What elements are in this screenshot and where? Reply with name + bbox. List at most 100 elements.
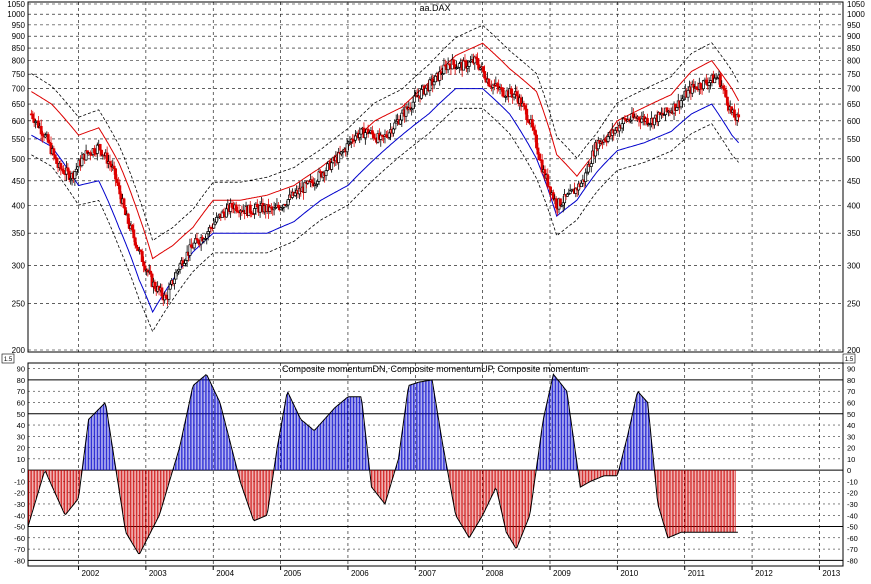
price-tick-label-right: 1000 (847, 10, 865, 19)
candle-body (579, 182, 583, 187)
price-tick-label-right: 800 (847, 57, 861, 66)
candle-body (359, 128, 363, 135)
price-tick-label-left: 750 (12, 70, 26, 79)
price-tick-label-right: 450 (847, 177, 861, 186)
candle-body (76, 166, 80, 170)
momentum-y-axis-right: 90 80 70 60 50 40 30 20 10 0 -10 -20 -30 -40 -50 -60 -70… (847, 365, 858, 566)
candle-body (372, 133, 376, 139)
candle-body (467, 61, 471, 67)
x-axis: 2002 2003 2004 2005 2006 2007 2008 2009 2010 2011… (28, 565, 843, 578)
price-panel: 200 250 300 350 400 450 500 550 600 650 700 750 800 8… (1, 0, 865, 364)
candle-body (558, 198, 562, 207)
momentum-tick-label-right: 90 (847, 365, 855, 374)
price-tick-label-left: 300 (12, 261, 26, 270)
momentum-tick-label-right: -70 (847, 545, 858, 554)
candle-body (303, 181, 307, 193)
price-tick-label-left: 250 (12, 299, 26, 308)
price-grid (28, 2, 843, 352)
candle-body (80, 157, 84, 167)
candle-body (132, 229, 136, 239)
candle-body (184, 260, 188, 264)
candle-body (55, 157, 59, 164)
candle-body (196, 239, 200, 244)
price-tick-label-right: 250 (847, 299, 861, 308)
candle-body (686, 89, 690, 98)
candle-body (525, 108, 529, 120)
candle-body (551, 192, 555, 200)
price-tick-label-left: 650 (12, 100, 26, 109)
candle-body (345, 143, 349, 153)
candle-body (530, 119, 534, 128)
momentum-tick-label-left: -50 (14, 523, 25, 532)
momentum-tick-label-left: 0 (21, 466, 25, 475)
price-title: aa.DAX (419, 3, 450, 13)
candle-body (53, 154, 57, 159)
candle-body (168, 283, 172, 290)
upper-band-line (31, 42, 740, 260)
price-tick-label-right: 550 (847, 135, 861, 144)
price-corner-box-left (1, 353, 15, 364)
price-tick-label-left: 550 (12, 135, 26, 144)
candle-body (523, 105, 527, 110)
candle-body (62, 170, 66, 174)
candle-body (140, 251, 144, 263)
momentum-y-axis-left: 90 80 70 60 50 40 30 20 10 0 -10 -20 -30 -40 -50 -60 -70… (14, 365, 25, 566)
candle-body (509, 88, 513, 95)
candle-body (358, 133, 362, 138)
candle-body (164, 294, 168, 299)
candle-body (432, 81, 436, 86)
candle-body (66, 167, 70, 172)
momentum-tick-label-left: -30 (14, 500, 25, 509)
candle-body (253, 208, 256, 215)
price-bands (31, 24, 740, 333)
momentum-tick-label-right: -80 (847, 556, 858, 565)
candle-body (173, 278, 176, 285)
momentum-tick-label-right: 50 (847, 410, 855, 419)
candle-body (457, 63, 461, 68)
candle-body (112, 165, 116, 170)
price-panel-frame (27, 1, 844, 353)
candle-body (74, 168, 78, 173)
momentum-tick-label-left: -10 (14, 477, 25, 486)
candle-body (606, 136, 610, 142)
candle-body (326, 163, 329, 171)
candle-body (452, 59, 456, 66)
candle-body (481, 66, 485, 72)
candle-body (192, 242, 196, 249)
candle-body (286, 199, 290, 206)
candle-body (354, 135, 357, 141)
momentum-tick-label-right: 40 (847, 421, 855, 430)
price-tick-label-right: 1050 (847, 0, 865, 9)
candle-body (483, 71, 487, 79)
x-tick-label: 2010 (620, 569, 638, 578)
candle-body (114, 168, 118, 180)
candle-body (387, 132, 391, 138)
price-tick-label-right: 650 (847, 100, 861, 109)
candle-body (212, 223, 216, 229)
candle-body (398, 119, 402, 125)
momentum-tick-label-right: -10 (847, 477, 858, 486)
candle-body (142, 261, 146, 267)
candle-body (248, 204, 252, 214)
candle-body (230, 203, 234, 208)
candle-body (258, 205, 262, 213)
candle-body (487, 78, 491, 87)
candle-body (420, 89, 423, 99)
x-tick-label: 2005 (284, 569, 302, 578)
candle-body (554, 198, 558, 209)
x-tick-label: 2008 (486, 569, 504, 578)
candle-body (224, 208, 228, 218)
candle-body (133, 237, 137, 246)
price-corner-box-right (842, 353, 856, 364)
candle-body (724, 89, 728, 98)
candle-body (428, 79, 432, 92)
candle-body (73, 171, 77, 179)
candle-body (255, 203, 259, 208)
candle-body (536, 147, 540, 155)
candle-body (640, 118, 644, 123)
candle-body (215, 216, 219, 223)
momentum-tick-label-left: -60 (14, 534, 25, 543)
momentum-tick-label-left: -40 (14, 511, 25, 520)
